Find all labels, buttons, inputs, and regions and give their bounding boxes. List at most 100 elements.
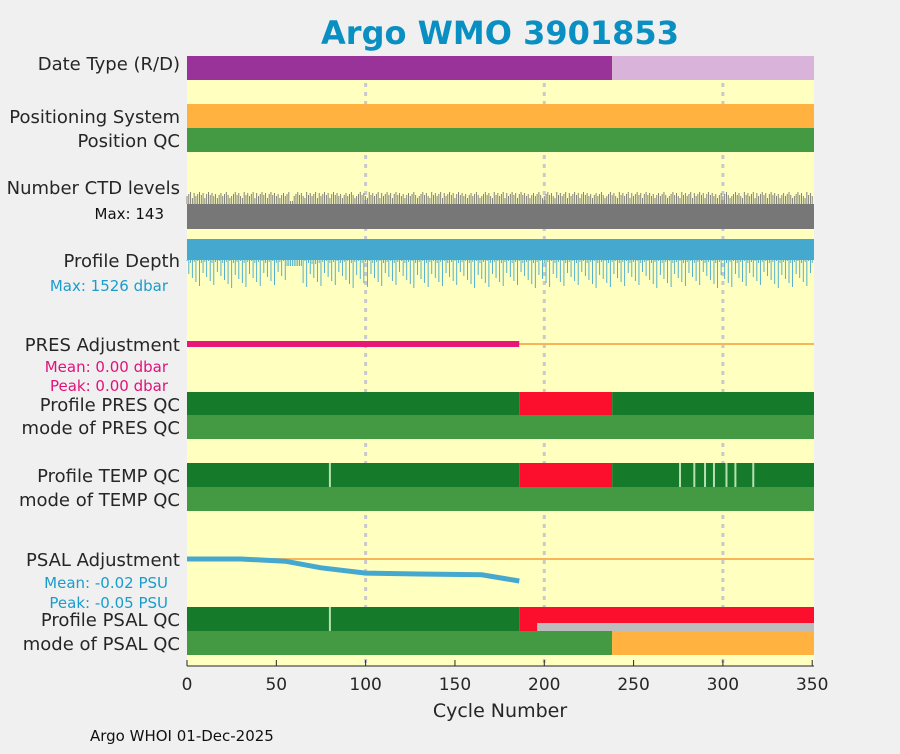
- profile_temp_qc-mark-0: [328, 463, 331, 487]
- ctd-level-tick: [343, 195, 345, 204]
- depth-bar: [715, 260, 717, 263]
- ctd-level-tick: [463, 196, 465, 204]
- depth-bar: [708, 260, 710, 262]
- depth-bar: [547, 260, 549, 262]
- depth-bar: [570, 260, 572, 277]
- depth-bar: [441, 260, 443, 286]
- ctd-level-tick: [402, 194, 404, 204]
- depth-bar: [388, 260, 390, 277]
- profile_temp_qc-mark-1: [679, 463, 682, 487]
- ctd-level-tick: [749, 196, 751, 204]
- x-tick-label-150: 150: [439, 675, 471, 695]
- depth-bar: [804, 260, 806, 262]
- ctd-level-tick: [676, 193, 677, 204]
- ctd-level-tick: [338, 196, 340, 204]
- ctd-level-tick: [542, 198, 543, 204]
- ctd-level-tick: [241, 198, 243, 204]
- label-profile-pres-qc: Profile PRES QC: [40, 395, 180, 416]
- ctd-level-tick: [640, 193, 642, 204]
- ctd-level-tick: [452, 193, 454, 204]
- ctd-level-tick: [540, 195, 542, 204]
- ctd-level-tick: [288, 192, 290, 204]
- ctd-level-tick: [718, 195, 720, 204]
- depth-bar: [686, 260, 688, 262]
- depth-bar: [727, 260, 729, 283]
- ctd-level-tick: [299, 195, 300, 204]
- depth-bar: [459, 260, 461, 272]
- depth-bar: [749, 260, 751, 273]
- ctd-level-tick: [561, 196, 563, 204]
- depth-bar: [711, 260, 713, 261]
- depth-bar: [717, 260, 718, 288]
- depth-bar: [295, 260, 297, 266]
- ctd-level-tick: [722, 196, 724, 204]
- ctd-level-tick: [588, 196, 590, 204]
- ctd-level-tick: [391, 198, 393, 204]
- ctd-level-tick: [786, 194, 788, 204]
- depth-bar: [440, 260, 442, 262]
- ctd-level-tick: [197, 194, 199, 204]
- ctd-level-tick: [550, 193, 552, 204]
- ctd-level-tick: [232, 194, 234, 204]
- ctd-level-tick: [247, 193, 249, 204]
- depth-bar: [581, 260, 583, 272]
- ctd-level-tick: [599, 194, 601, 204]
- depth-bar: [377, 260, 379, 282]
- depth-bar: [613, 260, 615, 274]
- ctd-level-tick: [418, 196, 420, 204]
- depth-bar: [265, 260, 267, 263]
- ctd-level-tick: [777, 194, 779, 204]
- ctd-level-tick: [341, 198, 343, 204]
- depth-bar: [481, 260, 483, 279]
- depth-bar: [415, 260, 417, 263]
- ctd-level-tick: [631, 193, 633, 204]
- ctd-level-tick: [665, 195, 667, 204]
- ctd-level-tick: [377, 192, 379, 204]
- ctd-level-tick: [349, 194, 351, 204]
- ctd-level-tick: [804, 198, 806, 204]
- ctd-level-tick: [388, 195, 390, 204]
- depth-bar: [617, 260, 618, 278]
- ctd-level-tick: [354, 198, 356, 204]
- ctd-level-tick: [511, 192, 513, 204]
- ctd-level-tick: [274, 193, 275, 204]
- depth-bar: [770, 260, 772, 280]
- depth-bar: [190, 260, 192, 263]
- ctd-level-tick: [661, 194, 663, 204]
- ctd-level-tick: [220, 193, 222, 204]
- depth-bar: [681, 260, 683, 282]
- label-date-type: Date Type (R/D): [38, 54, 180, 75]
- ctd-level-tick: [395, 192, 397, 204]
- depth-bar: [579, 260, 581, 262]
- depth-bar: [654, 260, 656, 262]
- depth-bar: [558, 260, 560, 262]
- depth-bar: [695, 260, 697, 281]
- depth-bar: [736, 260, 738, 263]
- depth-bar: [765, 260, 767, 261]
- ctd-level-tick: [472, 196, 474, 204]
- ctd-level-tick: [436, 196, 438, 204]
- ctd-level-tick: [506, 193, 508, 204]
- depth-bar: [272, 260, 274, 261]
- ctd-level-tick: [559, 193, 561, 204]
- depth-bar: [213, 260, 215, 285]
- x-tick-label-0: 0: [182, 675, 193, 695]
- depth-bar: [247, 260, 249, 262]
- position_qc-segment-0: [187, 128, 814, 152]
- ctd-level-tick: [318, 193, 320, 204]
- ctd-level-tick: [620, 195, 622, 204]
- ctd-level-tick: [456, 194, 458, 204]
- depth-bar: [406, 260, 408, 280]
- depth-bar: [497, 260, 499, 261]
- depth-bar: [524, 260, 526, 276]
- depth-bar: [652, 260, 654, 284]
- depth-bar: [374, 260, 376, 278]
- ctd-level-tick: [397, 195, 399, 204]
- depth-bar: [734, 260, 736, 274]
- ctd-level-tick: [268, 194, 270, 204]
- ctd-level-tick: [709, 195, 711, 204]
- ctd-level-tick: [309, 193, 311, 204]
- depth-bar: [320, 260, 322, 286]
- depth-bar: [502, 260, 504, 286]
- depth-bar: [600, 260, 602, 262]
